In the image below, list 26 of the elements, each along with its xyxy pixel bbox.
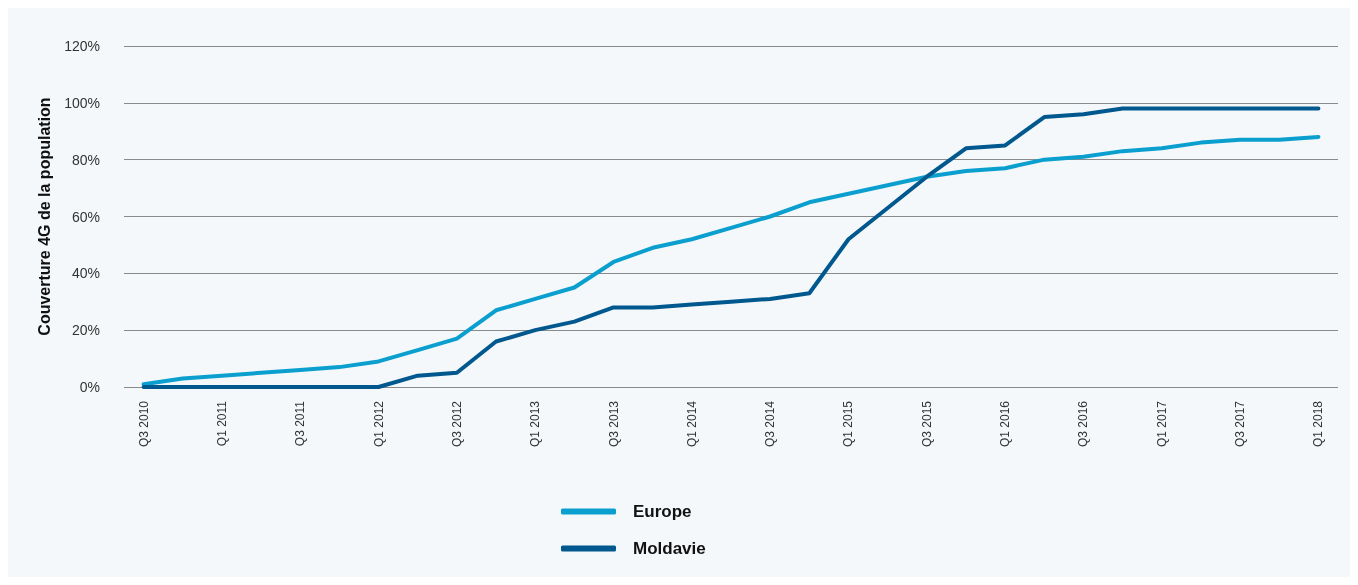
legend-label: Europe <box>633 502 692 521</box>
legend-label: Moldavie <box>633 539 706 558</box>
y-tick-label: 20% <box>71 322 100 339</box>
x-tick-label: Q3 2012 <box>449 400 464 448</box>
x-tick-label: Q3 2011 <box>293 400 308 447</box>
y-axis-title: Couverture 4G de la population <box>35 97 53 336</box>
x-tick-label: Q3 2014 <box>763 400 778 448</box>
y-tick-label: 0% <box>79 379 100 395</box>
x-tick-label: Q3 2010 <box>136 400 151 448</box>
y-tick-label: 120% <box>64 38 100 54</box>
y-tick-label: 40% <box>71 265 100 282</box>
x-tick-label: Q1 2013 <box>528 400 543 448</box>
x-tick-label: Q1 2014 <box>684 400 699 448</box>
y-tick-label: 60% <box>71 208 100 225</box>
y-tick-label: 80% <box>71 151 100 168</box>
x-tick-label: Q1 2015 <box>841 400 856 448</box>
x-tick-label: Q1 2011 <box>214 400 229 447</box>
y-tick-label: 100% <box>64 94 100 111</box>
x-tick-label: Q1 2012 <box>371 400 386 448</box>
x-tick-label: Q3 2016 <box>1076 400 1091 448</box>
x-tick-label: Q3 2013 <box>606 400 621 448</box>
x-tick-label: Q3 2015 <box>919 400 934 448</box>
x-tick-label: Q3 2017 <box>1233 400 1248 448</box>
x-tick-label: Q1 2018 <box>1311 400 1326 448</box>
x-tick-label: Q1 2017 <box>1154 400 1169 448</box>
x-tick-label: Q1 2016 <box>998 400 1013 448</box>
